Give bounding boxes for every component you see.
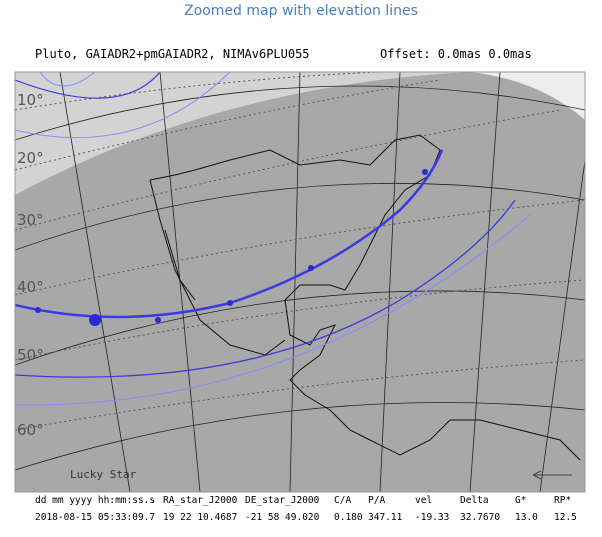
column-header: RA_star_J2000 bbox=[163, 495, 238, 506]
column-header: G* bbox=[515, 495, 526, 506]
elevation-label: 10° bbox=[17, 91, 44, 109]
column-header: DE_star_J2000 bbox=[245, 495, 320, 506]
elevation-label: 20° bbox=[17, 149, 44, 167]
elevation-labels: 10° 20° 30° 40° 50° 60° bbox=[17, 91, 44, 439]
graticule bbox=[15, 72, 585, 492]
elevation-label: 40° bbox=[17, 278, 44, 296]
column-header: dd mm yyyy hh:mm:ss.s bbox=[35, 495, 155, 506]
credit: Lucky Star bbox=[70, 468, 137, 481]
day-region bbox=[470, 72, 585, 120]
table-cell: 32.7670 bbox=[460, 512, 500, 523]
night-region bbox=[15, 72, 585, 492]
elevation-label: 30° bbox=[17, 211, 44, 229]
table-cell: 0.180 bbox=[334, 512, 363, 523]
map-frame bbox=[14, 71, 586, 493]
column-header: P/A bbox=[368, 495, 385, 506]
column-header: Delta bbox=[460, 495, 489, 506]
map: 10° 20° 30° 40° 50° 60° Lucky Star bbox=[14, 71, 586, 493]
column-header: vel bbox=[415, 495, 432, 506]
path-lines bbox=[15, 72, 531, 406]
path-points bbox=[35, 169, 428, 326]
table-cell: 2018-08-15 05:33:09.7 bbox=[35, 512, 155, 523]
elevation-label: 50° bbox=[17, 346, 44, 364]
elevation-label: 60° bbox=[17, 421, 44, 439]
table-cell: -21 58 49.020 bbox=[245, 512, 320, 523]
table-cell: -19.33 bbox=[415, 512, 449, 523]
title: Zoomed map with elevation lines bbox=[184, 3, 418, 19]
column-header: C/A bbox=[334, 495, 351, 506]
table-cell: 13.0 bbox=[515, 512, 538, 523]
direction-arrow bbox=[532, 470, 572, 480]
table-cell: 12.5 bbox=[554, 512, 577, 523]
table: dd mm yyyy hh:mm:ss.s RA_star_J2000 DE_sta… bbox=[35, 495, 577, 523]
table-cell: 19 22 10.4687 bbox=[163, 512, 237, 523]
elevation-lines bbox=[15, 72, 585, 431]
table-cell: 347.11 bbox=[368, 512, 403, 523]
offset-info: Offset: 0.0mas 0.0mas bbox=[380, 47, 532, 61]
object-info: Pluto, GAIADR2+pmGAIADR2, NIMAv6PLU055 bbox=[35, 47, 310, 61]
column-header: RP* bbox=[554, 495, 571, 506]
